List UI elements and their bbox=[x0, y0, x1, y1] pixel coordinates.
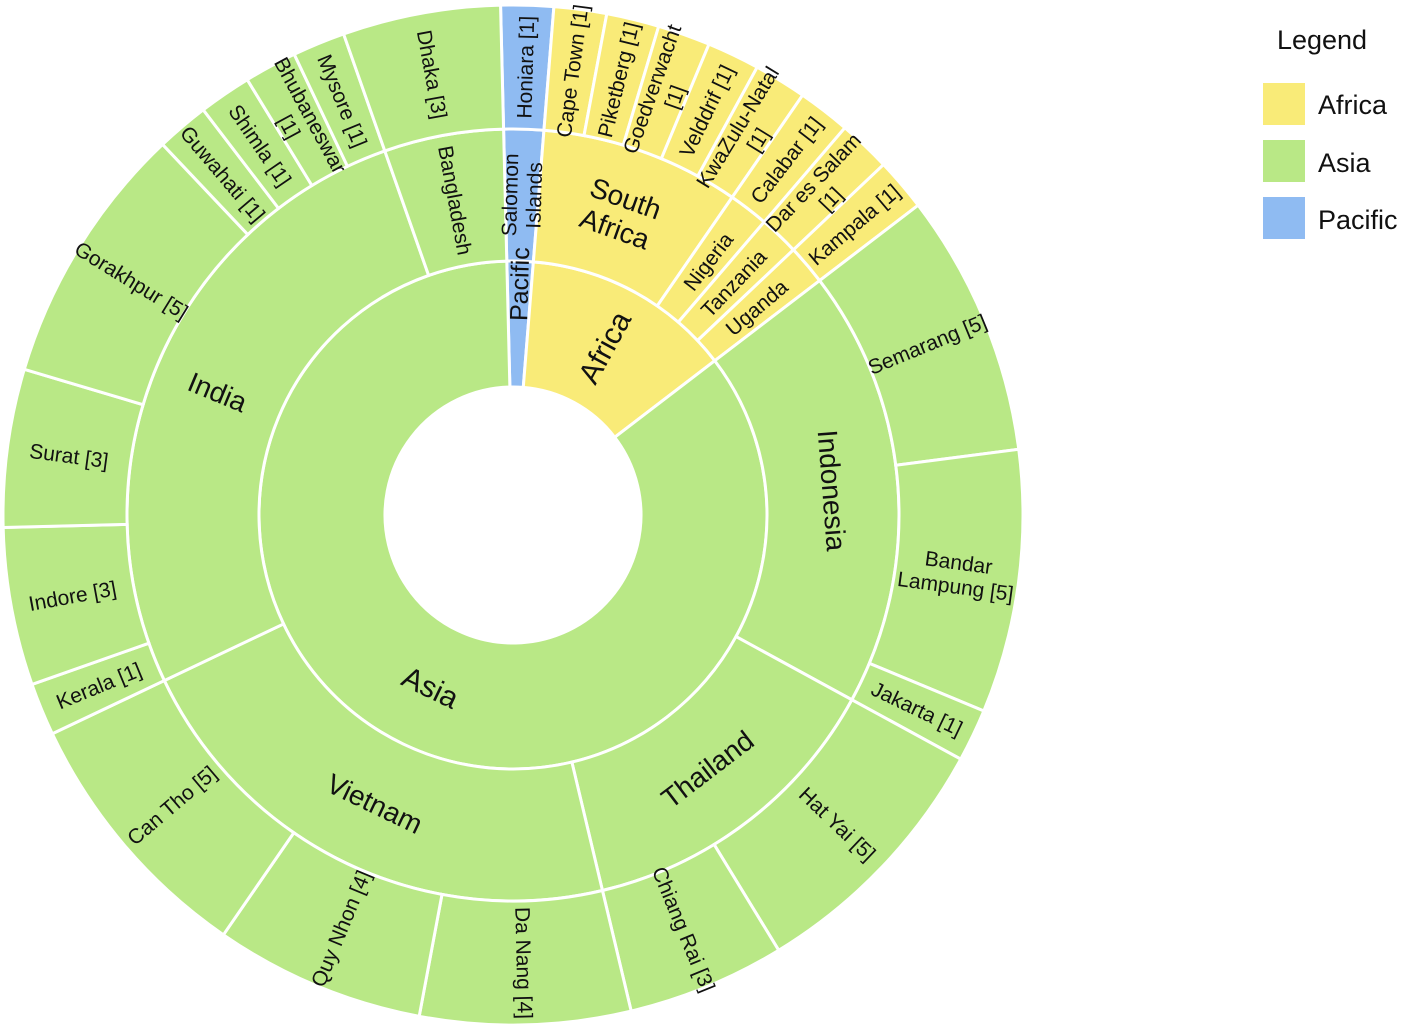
legend-label-pacific: Pacific bbox=[1318, 205, 1398, 235]
legend-label-asia: Asia bbox=[1318, 148, 1372, 178]
city-label-honiara: Honiara [1] bbox=[513, 16, 539, 119]
sunburst-rings bbox=[1, 3, 1025, 1027]
country-label-salomon-islands: SalomonIslands bbox=[498, 153, 547, 237]
legend-swatch-asia bbox=[1263, 140, 1305, 182]
legend-swatch-africa bbox=[1263, 83, 1305, 125]
legend-title: Legend bbox=[1277, 25, 1367, 55]
legend-swatch-pacific bbox=[1263, 197, 1305, 239]
legend-label-africa: Africa bbox=[1318, 90, 1388, 120]
city-label-da-nang: Da Nang [4] bbox=[510, 907, 536, 1020]
region-label-pacific: Pacific bbox=[505, 247, 535, 321]
legend: Legend Africa Asia Pacific bbox=[1263, 25, 1398, 239]
city-segment-dhaka bbox=[341, 3, 506, 153]
